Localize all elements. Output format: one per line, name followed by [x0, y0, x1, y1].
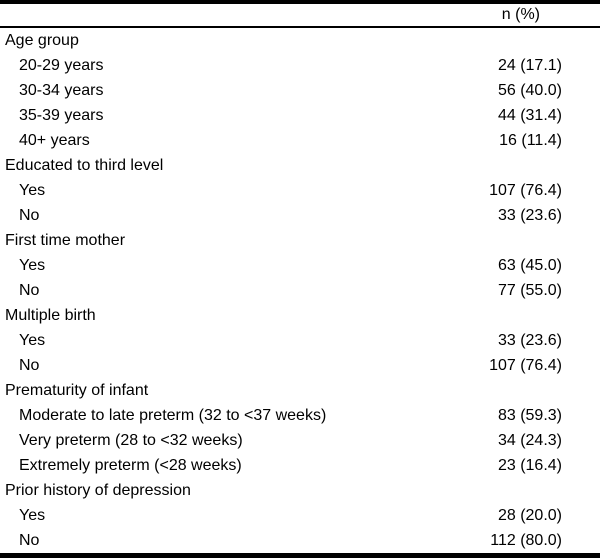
- row-value: 34 (24.3): [497, 431, 562, 449]
- row-value: 16 (11.4): [499, 131, 562, 149]
- table-row-sub: Yes 63 (45.0): [0, 253, 600, 278]
- table-row-sub: Yes 107 (76.4): [0, 178, 600, 203]
- row-value: 56 (40.0): [497, 81, 562, 99]
- row-label: Very preterm (28 to <32 weeks): [19, 431, 243, 449]
- row-value: 23 (16.4): [497, 456, 562, 474]
- row-label: Extremely preterm (<28 weeks): [19, 456, 242, 474]
- row-label: 30-34 years: [19, 81, 104, 99]
- table-row-category: First time mother: [0, 228, 600, 253]
- row-value: 63 (45.0): [497, 256, 562, 274]
- table-row-sub: 35-39 years 44 (31.4): [0, 103, 600, 128]
- table-row-sub: 40+ years 16 (11.4): [0, 128, 600, 153]
- table-body: Age group 20-29 years 24 (17.1) 30-34 ye…: [0, 28, 600, 553]
- row-value: 112 (80.0): [490, 531, 562, 549]
- row-label: Yes: [19, 256, 46, 274]
- row-value: 77 (55.0): [497, 281, 562, 299]
- row-value: 44 (31.4): [497, 106, 562, 124]
- table-header-row: n (%): [0, 4, 600, 28]
- row-label: First time mother: [5, 231, 126, 249]
- row-label: Yes: [19, 506, 46, 524]
- row-label: No: [19, 531, 40, 549]
- column-header-n-percent: n (%): [501, 6, 540, 23]
- row-value: 24 (17.1): [497, 56, 562, 74]
- row-label: 20-29 years: [19, 56, 104, 74]
- row-label: No: [19, 281, 40, 299]
- table-row-category: Age group: [0, 28, 600, 53]
- row-label: Age group: [5, 31, 79, 49]
- table-row-category: Prematurity of infant: [0, 378, 600, 403]
- row-label: Yes: [19, 181, 46, 199]
- table-row-category: Prior history of depression: [0, 478, 600, 503]
- table-row-category: Multiple birth: [0, 303, 600, 328]
- row-label: 40+ years: [19, 131, 90, 149]
- table-row-sub: No 112 (80.0): [0, 528, 600, 553]
- table-row-sub: Extremely preterm (<28 weeks) 23 (16.4): [0, 453, 600, 478]
- row-label: No: [19, 356, 40, 374]
- row-value: 107 (76.4): [489, 181, 562, 199]
- row-label: Prior history of depression: [5, 481, 191, 499]
- row-value: 28 (20.0): [497, 506, 562, 524]
- row-label: Prematurity of infant: [5, 381, 149, 399]
- row-value: 33 (23.6): [497, 331, 562, 349]
- row-label: Yes: [19, 331, 46, 349]
- table-row-sub: No 107 (76.4): [0, 353, 600, 378]
- row-label: No: [19, 206, 40, 224]
- row-value: 33 (23.6): [497, 206, 562, 224]
- table-row-sub: No 33 (23.6): [0, 203, 600, 228]
- table-row-sub: 30-34 years 56 (40.0): [0, 78, 600, 103]
- table-row-sub: No 77 (55.0): [0, 278, 600, 303]
- table-row-sub: Yes 33 (23.6): [0, 328, 600, 353]
- table-row-sub: 20-29 years 24 (17.1): [0, 53, 600, 78]
- table-row-sub: Very preterm (28 to <32 weeks) 34 (24.3): [0, 428, 600, 453]
- row-label: Moderate to late preterm (32 to <37 week…: [19, 406, 327, 424]
- row-label: Multiple birth: [5, 306, 96, 324]
- row-label: Educated to third level: [5, 156, 164, 174]
- table-row-category: Educated to third level: [0, 153, 600, 178]
- row-value: 83 (59.3): [497, 406, 562, 424]
- table-row-sub: Moderate to late preterm (32 to <37 week…: [0, 403, 600, 428]
- row-label: 35-39 years: [19, 106, 104, 124]
- table-row-sub: Yes 28 (20.0): [0, 503, 600, 528]
- row-value: 107 (76.4): [489, 356, 562, 374]
